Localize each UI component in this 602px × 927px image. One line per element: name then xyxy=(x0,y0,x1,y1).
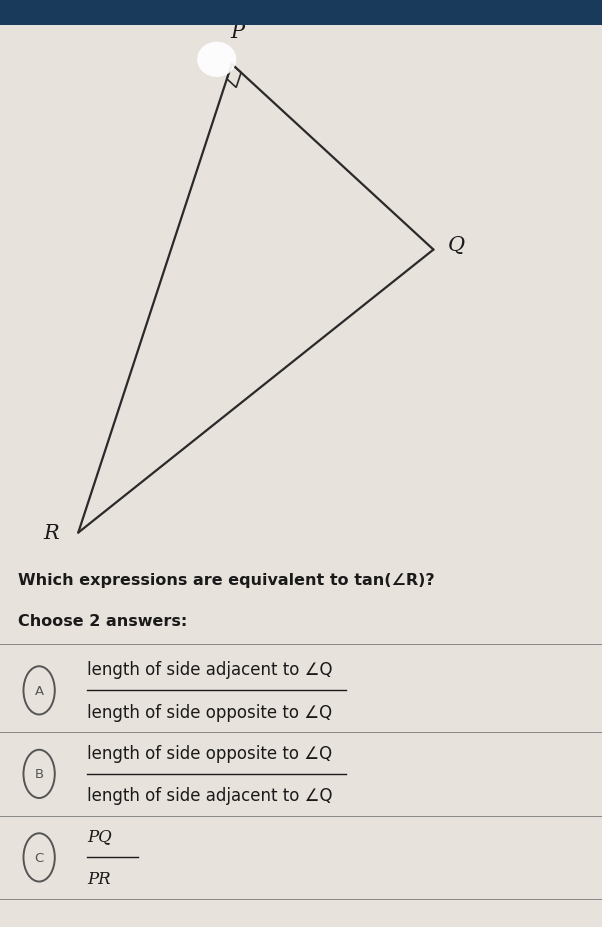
Text: length of side adjacent to ∠Q: length of side adjacent to ∠Q xyxy=(87,660,333,679)
Bar xyxy=(0,0,602,26)
Text: B: B xyxy=(34,768,44,781)
Text: Which expressions are equivalent to tan(∠R)?: Which expressions are equivalent to tan(… xyxy=(18,572,435,587)
Text: length of side adjacent to ∠Q: length of side adjacent to ∠Q xyxy=(87,786,333,805)
Ellipse shape xyxy=(197,43,236,78)
Text: length of side opposite to ∠Q: length of side opposite to ∠Q xyxy=(87,743,332,762)
Text: Choose 2 answers:: Choose 2 answers: xyxy=(18,614,187,629)
Text: PQ: PQ xyxy=(87,828,112,844)
Text: C: C xyxy=(34,851,44,864)
Text: R: R xyxy=(43,524,59,542)
Text: PR: PR xyxy=(87,870,111,887)
Text: P: P xyxy=(231,23,245,42)
Text: length of side opposite to ∠Q: length of side opposite to ∠Q xyxy=(87,703,332,721)
Text: A: A xyxy=(34,684,44,697)
Text: Q: Q xyxy=(448,236,465,255)
